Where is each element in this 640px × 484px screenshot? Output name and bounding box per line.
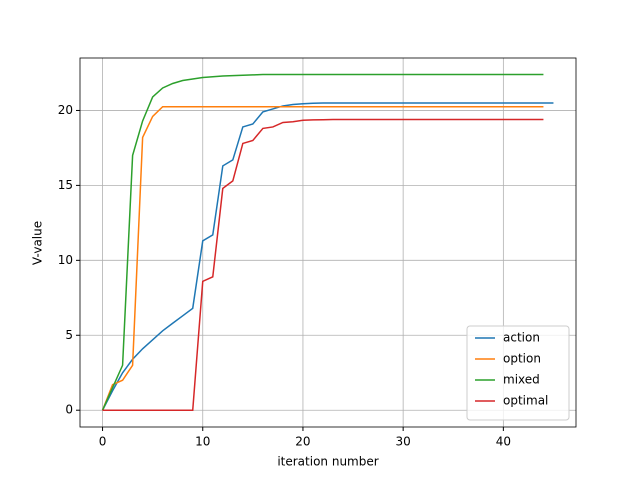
legend-label: action: [503, 331, 540, 345]
x-tick-label: 10: [195, 435, 210, 449]
x-axis-label: iteration number: [277, 455, 378, 469]
data-line: [102, 118, 544, 411]
x-tick-label: 30: [396, 435, 411, 449]
y-tick-label: 10: [58, 253, 73, 267]
x-tick-label: 0: [99, 435, 107, 449]
data-line: [101, 105, 544, 411]
legend-label: option: [503, 352, 541, 366]
legend-box: [466, 325, 570, 421]
data-line: [101, 102, 554, 411]
data-line: [101, 73, 544, 411]
plot-frame: [79, 57, 577, 428]
y-tick-label: 5: [65, 328, 73, 342]
y-tick-label: 15: [58, 178, 73, 192]
y-tick-label: 20: [58, 103, 73, 117]
x-tick-label: 20: [295, 435, 310, 449]
x-tick-label: 40: [496, 435, 511, 449]
y-axis-label: V-value: [31, 221, 45, 265]
y-tick-label: 0: [65, 403, 73, 417]
legend-label: mixed: [503, 373, 540, 387]
legend-label: optimal: [503, 394, 548, 408]
